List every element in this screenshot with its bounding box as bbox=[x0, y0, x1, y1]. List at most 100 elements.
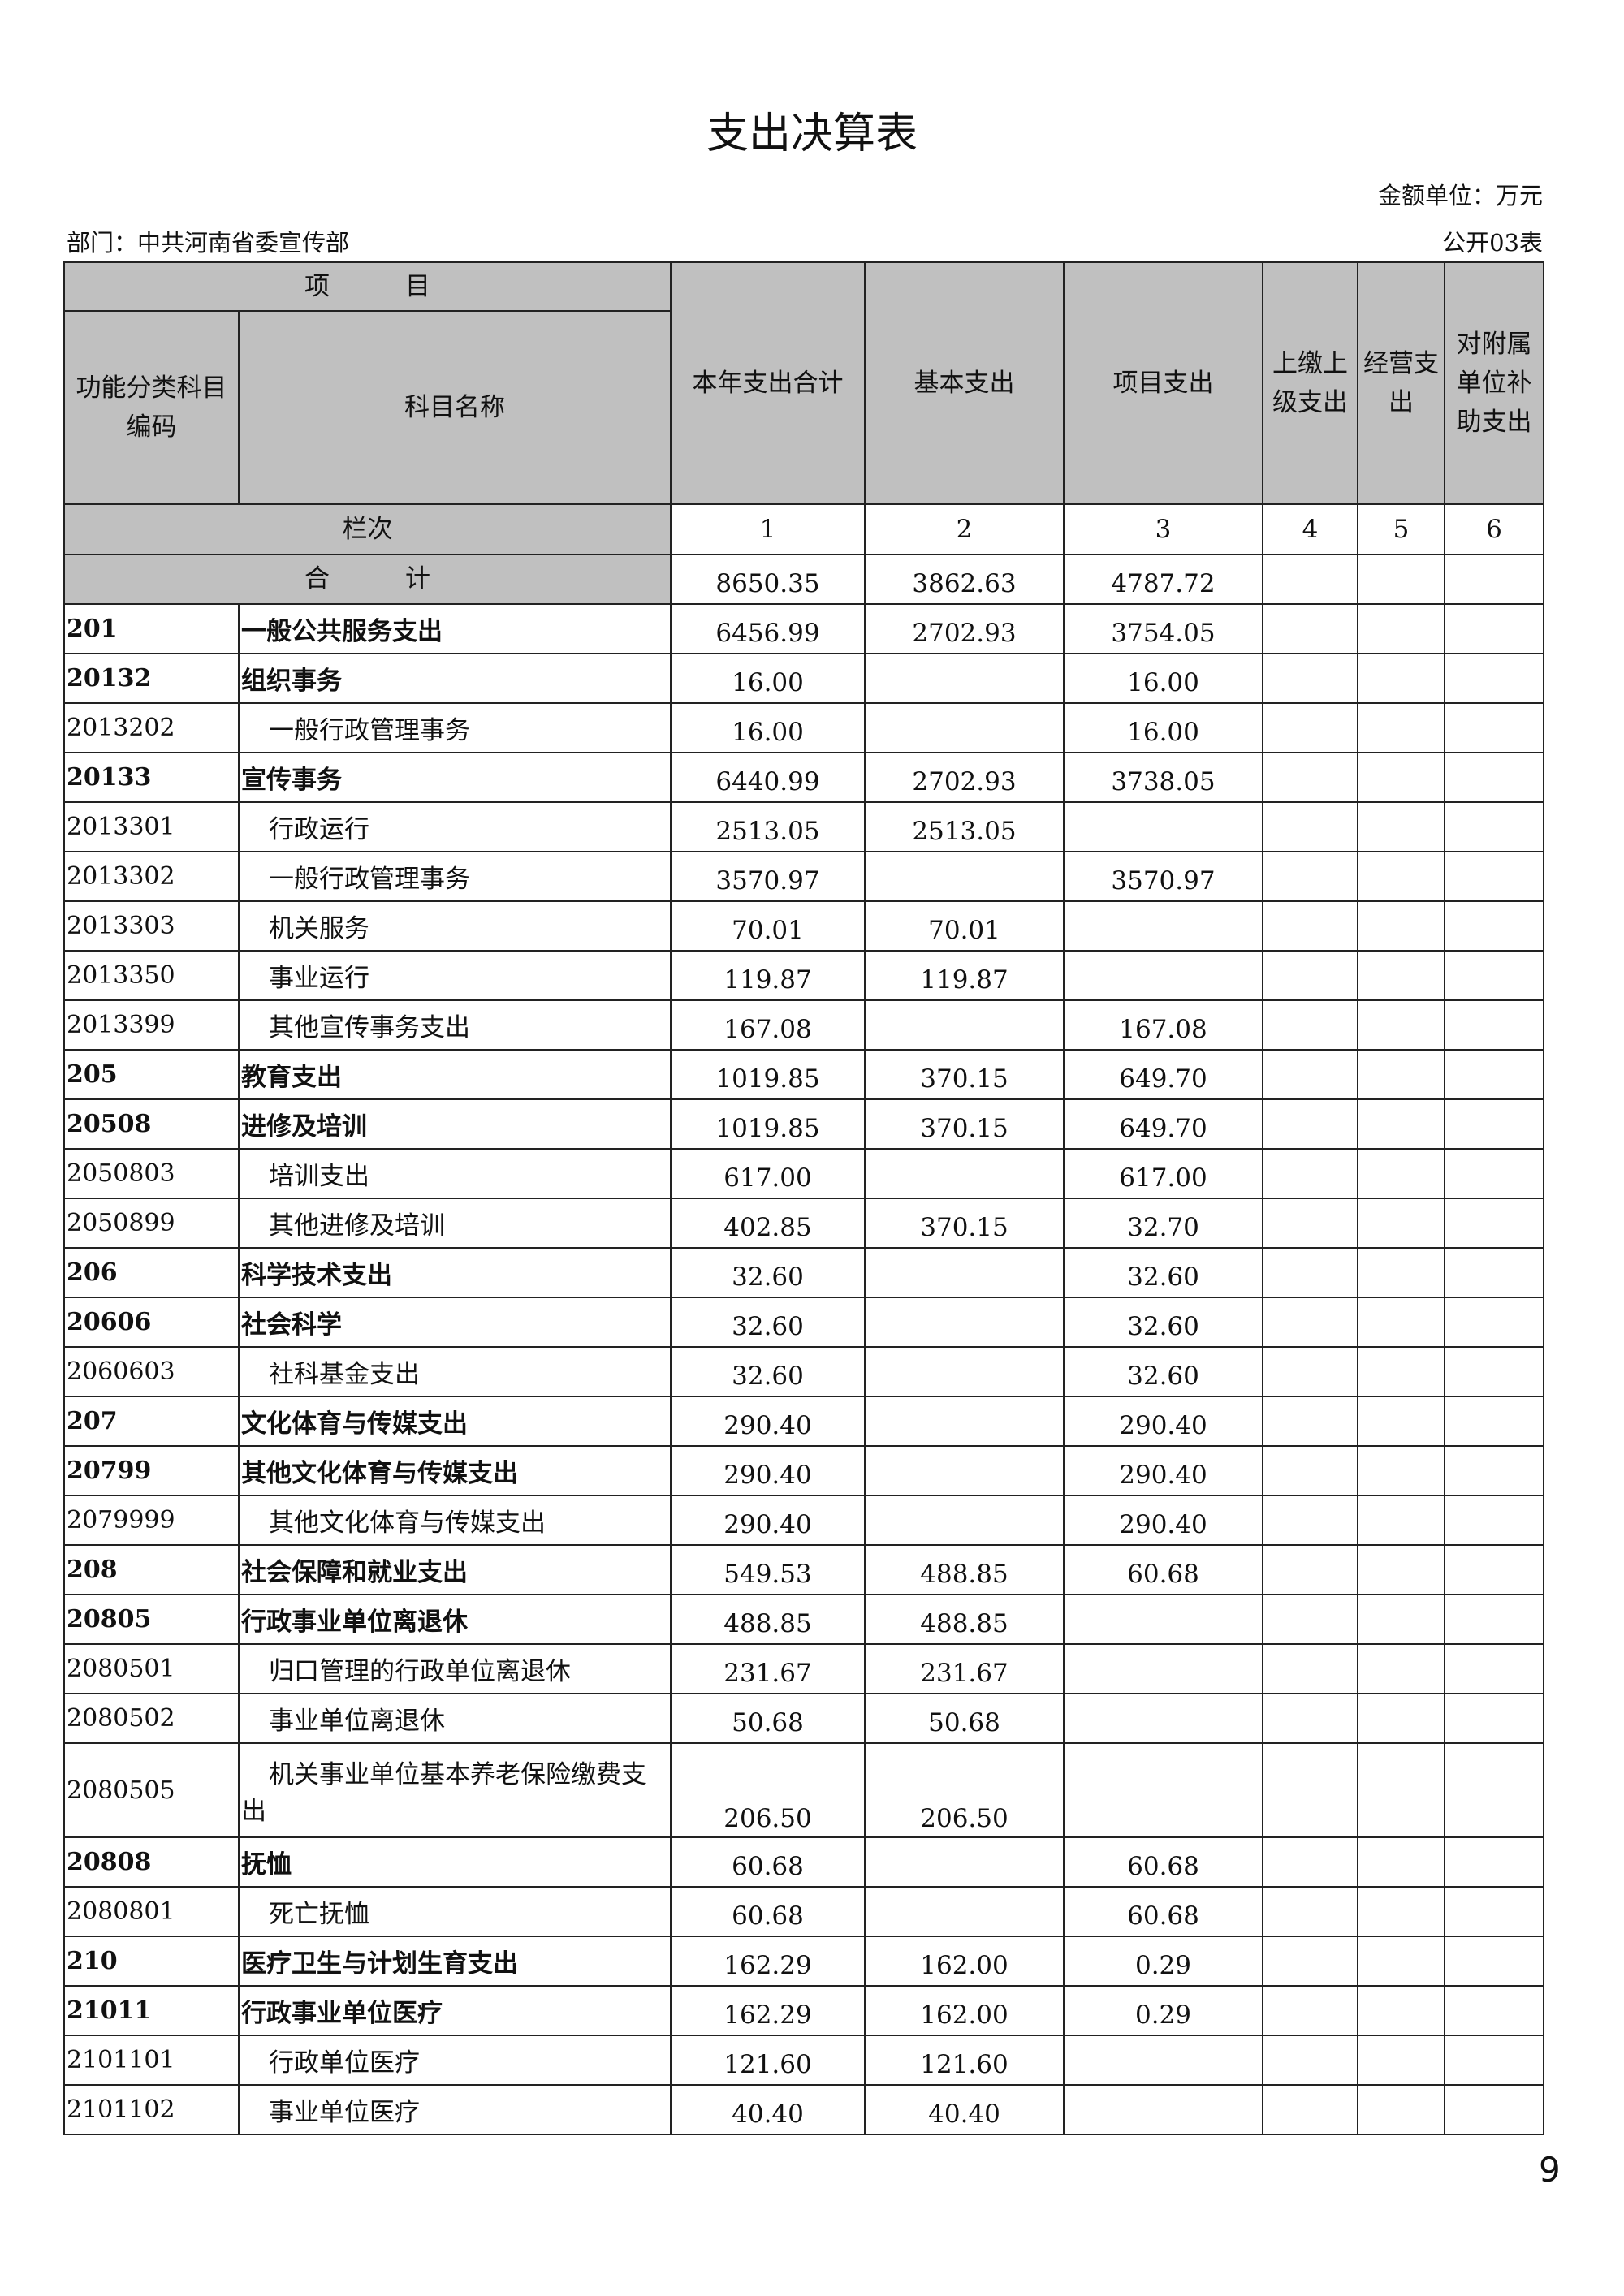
total-value bbox=[1262, 554, 1358, 605]
row-code: 2080502 bbox=[63, 1693, 240, 1744]
row-value: 370.15 bbox=[864, 1198, 1065, 1249]
row-value bbox=[1357, 603, 1445, 654]
table-row: 208 社会保障和就业支出 549.53 488.85 60.68 bbox=[63, 1544, 1544, 1595]
row-name: 机关事业单位基本养老保险缴费支出 bbox=[238, 1742, 672, 1838]
row-value: 0.29 bbox=[1063, 1985, 1263, 2036]
row-code: 206 bbox=[63, 1247, 240, 1298]
row-value bbox=[1063, 801, 1263, 852]
table-row: 20132 组织事务 16.00 16.00 bbox=[63, 653, 1544, 704]
table-row: 206 科学技术支出 32.60 32.60 bbox=[63, 1247, 1544, 1298]
row-value: 60.68 bbox=[1063, 1886, 1263, 1937]
row-code: 2080801 bbox=[63, 1886, 240, 1937]
table-row: 2050899 其他进修及培训 402.85 370.15 32.70 bbox=[63, 1198, 1544, 1249]
column-number: 2 bbox=[864, 503, 1065, 555]
row-value bbox=[1357, 999, 1445, 1051]
row-name: 科学技术支出 bbox=[238, 1247, 672, 1298]
row-value bbox=[864, 1346, 1065, 1397]
row-value bbox=[1357, 1346, 1445, 1397]
table-body: 201 一般公共服务支出 6456.99 2702.93 3754.05 20132 组织事… bbox=[63, 603, 1544, 2135]
row-value: 60.68 bbox=[670, 1886, 866, 1937]
row-name: 其他文化体育与传媒支出 bbox=[238, 1445, 672, 1496]
row-value bbox=[1262, 2084, 1358, 2135]
row-value bbox=[1357, 1049, 1445, 1100]
table-row: 2060603 社科基金支出 32.60 32.60 bbox=[63, 1346, 1544, 1397]
row-value: 16.00 bbox=[670, 702, 866, 753]
row-code: 2060603 bbox=[63, 1346, 240, 1397]
row-value bbox=[1357, 1098, 1445, 1150]
row-value bbox=[1063, 2084, 1263, 2135]
row-name: 行政事业单位离退休 bbox=[238, 1594, 672, 1645]
row-code: 201 bbox=[63, 603, 240, 654]
row-value bbox=[1357, 1247, 1445, 1298]
row-name-text: 一般行政管理事务 bbox=[269, 865, 470, 894]
row-value bbox=[864, 1495, 1065, 1546]
row-name-text: 科学技术支出 bbox=[241, 1261, 392, 1290]
row-name-text: 事业单位离退休 bbox=[269, 1707, 445, 1736]
row-value: 231.67 bbox=[864, 1643, 1065, 1694]
row-code: 20508 bbox=[63, 1098, 240, 1150]
table-row: 20799 其他文化体育与传媒支出 290.40 290.40 bbox=[63, 1445, 1544, 1496]
total-value: 8650.35 bbox=[670, 554, 866, 605]
header-col-subsidy: 对附属单位补助支出 bbox=[1444, 261, 1544, 505]
table-row: 2080501 归口管理的行政单位离退休 231.67 231.67 bbox=[63, 1643, 1544, 1694]
table-row: 2101101 行政单位医疗 121.60 121.60 bbox=[63, 2035, 1544, 2086]
row-value bbox=[1262, 653, 1358, 704]
row-name: 培训支出 bbox=[238, 1148, 672, 1199]
row-value bbox=[1444, 1396, 1544, 1447]
table-row: 21011 行政事业单位医疗 162.29 162.00 0.29 bbox=[63, 1985, 1544, 2036]
row-code: 20133 bbox=[63, 752, 240, 803]
header-name: 科目名称 bbox=[238, 310, 672, 505]
row-value bbox=[1262, 1985, 1358, 2036]
column-number: 3 bbox=[1063, 503, 1263, 555]
row-value: 32.60 bbox=[1063, 1247, 1263, 1298]
row-value bbox=[1444, 999, 1544, 1051]
row-value: 290.40 bbox=[1063, 1396, 1263, 1447]
row-value: 370.15 bbox=[864, 1049, 1065, 1100]
header-col-basic: 基本支出 bbox=[864, 261, 1065, 505]
row-value bbox=[1262, 1396, 1358, 1447]
row-name-text: 社会保障和就业支出 bbox=[241, 1558, 468, 1587]
table-row: 210 医疗卫生与计划生育支出 162.29 162.00 0.29 bbox=[63, 1936, 1544, 1987]
row-name: 社会保障和就业支出 bbox=[238, 1544, 672, 1595]
row-value bbox=[1357, 1148, 1445, 1199]
row-code: 20132 bbox=[63, 653, 240, 704]
row-value bbox=[1357, 1396, 1445, 1447]
row-code: 2080505 bbox=[63, 1742, 240, 1838]
row-code: 2013302 bbox=[63, 851, 240, 902]
row-value: 3570.97 bbox=[1063, 851, 1263, 902]
row-value bbox=[864, 1886, 1065, 1937]
row-value bbox=[1262, 801, 1358, 852]
row-value bbox=[864, 1297, 1065, 1348]
table-row: 2080505 机关事业单位基本养老保险缴费支出 206.50 206.50 bbox=[63, 1742, 1544, 1838]
row-value bbox=[1444, 1985, 1544, 2036]
row-value bbox=[1357, 950, 1445, 1001]
row-value bbox=[1444, 1495, 1544, 1546]
row-value bbox=[1262, 900, 1358, 952]
total-value bbox=[1357, 554, 1445, 605]
row-value bbox=[1444, 1836, 1544, 1888]
row-value bbox=[1063, 2035, 1263, 2086]
row-value bbox=[1262, 1693, 1358, 1744]
row-value bbox=[1262, 1247, 1358, 1298]
row-name: 事业单位医疗 bbox=[238, 2084, 672, 2135]
row-value: 40.40 bbox=[864, 2084, 1065, 2135]
row-value: 488.85 bbox=[864, 1594, 1065, 1645]
row-name-text: 其他文化体育与传媒支出 bbox=[269, 1508, 546, 1538]
row-value bbox=[1357, 1742, 1445, 1838]
row-name-text: 一般行政管理事务 bbox=[269, 716, 470, 745]
row-value: 32.60 bbox=[1063, 1346, 1263, 1397]
table-row: 20808 抚恤 60.68 60.68 bbox=[63, 1836, 1544, 1888]
row-code: 210 bbox=[63, 1936, 240, 1987]
row-value bbox=[1357, 851, 1445, 902]
row-value bbox=[1357, 653, 1445, 704]
row-value bbox=[1357, 1693, 1445, 1744]
row-value bbox=[1444, 1098, 1544, 1150]
row-value bbox=[1063, 1742, 1263, 1838]
row-value: 549.53 bbox=[670, 1544, 866, 1595]
row-value bbox=[1262, 950, 1358, 1001]
row-name-text: 其他进修及培训 bbox=[269, 1211, 445, 1241]
row-value bbox=[1357, 1594, 1445, 1645]
row-value bbox=[1262, 1742, 1358, 1838]
row-value: 70.01 bbox=[864, 900, 1065, 952]
row-value bbox=[1357, 1297, 1445, 1348]
